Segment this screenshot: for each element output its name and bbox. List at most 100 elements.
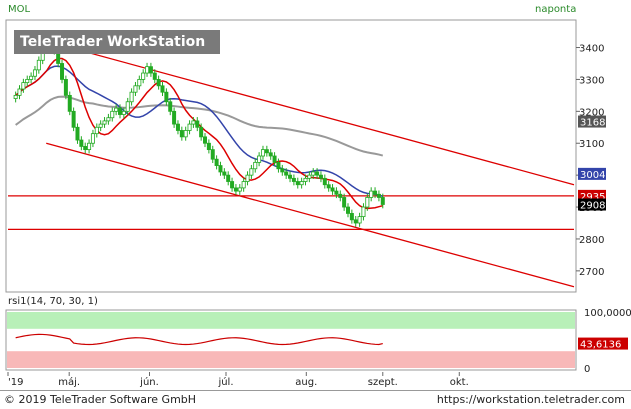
- candle-body: [295, 181, 300, 186]
- candle-body: [90, 133, 95, 144]
- price-badge-red-line: 2935: [580, 192, 605, 203]
- candle-body: [230, 181, 235, 189]
- candle-body: [94, 126, 99, 135]
- price-tick-label: 3200: [579, 107, 604, 118]
- candle-body: [357, 216, 362, 224]
- time-axis-label: jún.: [139, 376, 159, 388]
- trend-line-lower[interactable]: [46, 142, 575, 288]
- candle-body: [164, 91, 169, 103]
- candle-body: [102, 120, 107, 125]
- candle-body: [79, 139, 84, 147]
- time-axis-label: szept.: [368, 377, 398, 388]
- candle-body: [241, 181, 246, 189]
- rsi-axis-label: 0: [584, 364, 590, 375]
- candle-body: [346, 206, 351, 214]
- candle-body: [260, 149, 265, 157]
- price-badge-bg: [578, 167, 606, 180]
- candle-body: [60, 63, 65, 80]
- candle-body: [276, 161, 281, 170]
- candle-body: [203, 136, 208, 144]
- rsi-value-badge-bg: [578, 337, 628, 350]
- candle-body: [264, 149, 269, 154]
- candle-body: [137, 79, 142, 87]
- time-axis-label: aug.: [295, 377, 317, 388]
- candle-body: [121, 110, 126, 115]
- candle-body: [376, 193, 381, 198]
- candle-body: [222, 171, 227, 176]
- rsi-value-badge: 43,6136: [580, 340, 621, 351]
- rsi-axis-label: 100,0000: [584, 308, 631, 319]
- indicator-label[interactable]: rsi1(14, 70, 30, 1): [8, 296, 98, 307]
- candle-body: [160, 85, 165, 93]
- candle-body: [75, 126, 80, 141]
- price-tick-label: 3300: [579, 75, 604, 86]
- candle-body: [114, 107, 119, 112]
- candle-body: [145, 66, 150, 74]
- candle-body: [218, 165, 223, 173]
- candle-body: [32, 69, 37, 77]
- candle-body: [353, 219, 358, 224]
- time-axis-label: okt.: [450, 377, 469, 388]
- time-axis-label: '19: [8, 377, 23, 388]
- candle-body: [29, 75, 34, 80]
- footer-bar: © 2019 TeleTrader Software GmbH https://…: [0, 390, 631, 409]
- candle-body: [249, 168, 254, 176]
- time-axis-label: máj.: [58, 376, 80, 388]
- candle-body: [288, 174, 293, 179]
- candle-body: [133, 85, 138, 93]
- price-tick-label: 2800: [579, 235, 604, 246]
- candle-body: [183, 130, 188, 138]
- period-label[interactable]: naponta: [535, 4, 577, 15]
- candle-body: [71, 110, 76, 128]
- candle-body: [349, 213, 354, 221]
- candle-body: [25, 79, 30, 84]
- trend-line-upper[interactable]: [46, 40, 575, 186]
- candle-body: [195, 120, 200, 128]
- candle-body: [299, 181, 304, 186]
- candle-body: [17, 88, 22, 96]
- price-badge-bg: [578, 115, 606, 128]
- candle-body: [67, 94, 72, 112]
- price-badge-bg: [578, 198, 606, 211]
- symbol-label: MOL: [8, 4, 31, 15]
- candle-body: [98, 123, 103, 128]
- candle-body: [191, 120, 196, 125]
- price-tick-label: 3100: [579, 139, 604, 150]
- candle-body: [179, 130, 184, 138]
- candle-body: [168, 101, 173, 112]
- candle-body: [307, 174, 312, 179]
- candle-body: [284, 171, 289, 176]
- candle-body: [210, 149, 215, 160]
- candle-body: [334, 190, 339, 195]
- candle-body: [156, 79, 161, 87]
- candle-body: [338, 193, 343, 198]
- candle-body: [125, 101, 130, 112]
- candle-body: [199, 126, 204, 138]
- website-link[interactable]: https://workstation.teletrader.com: [436, 393, 625, 406]
- candle-body: [21, 82, 26, 90]
- candle-body: [175, 123, 180, 131]
- candle-body: [311, 171, 316, 176]
- price-tick-label: 3400: [579, 44, 604, 55]
- candle-body: [13, 94, 18, 99]
- candle-body: [110, 110, 115, 119]
- candle-body: [369, 190, 374, 198]
- candle-body: [36, 59, 41, 71]
- candle-body: [330, 187, 335, 192]
- candle-body: [226, 174, 231, 182]
- candle-body: [117, 107, 122, 115]
- candle-body: [172, 110, 177, 125]
- candle-body: [303, 177, 308, 182]
- candle-body: [361, 206, 366, 218]
- candle-body: [83, 146, 88, 151]
- candle-body: [322, 177, 327, 186]
- candle-body: [373, 190, 378, 195]
- candle-body: [315, 171, 320, 176]
- copyright-text: © 2019 TeleTrader Software GmbH: [4, 393, 197, 406]
- rsi-line: [15, 333, 383, 346]
- time-axis-label: júl.: [217, 376, 233, 388]
- candle-body: [342, 197, 347, 208]
- rsi-oversold-zone: [7, 351, 575, 368]
- candle-body: [257, 155, 262, 163]
